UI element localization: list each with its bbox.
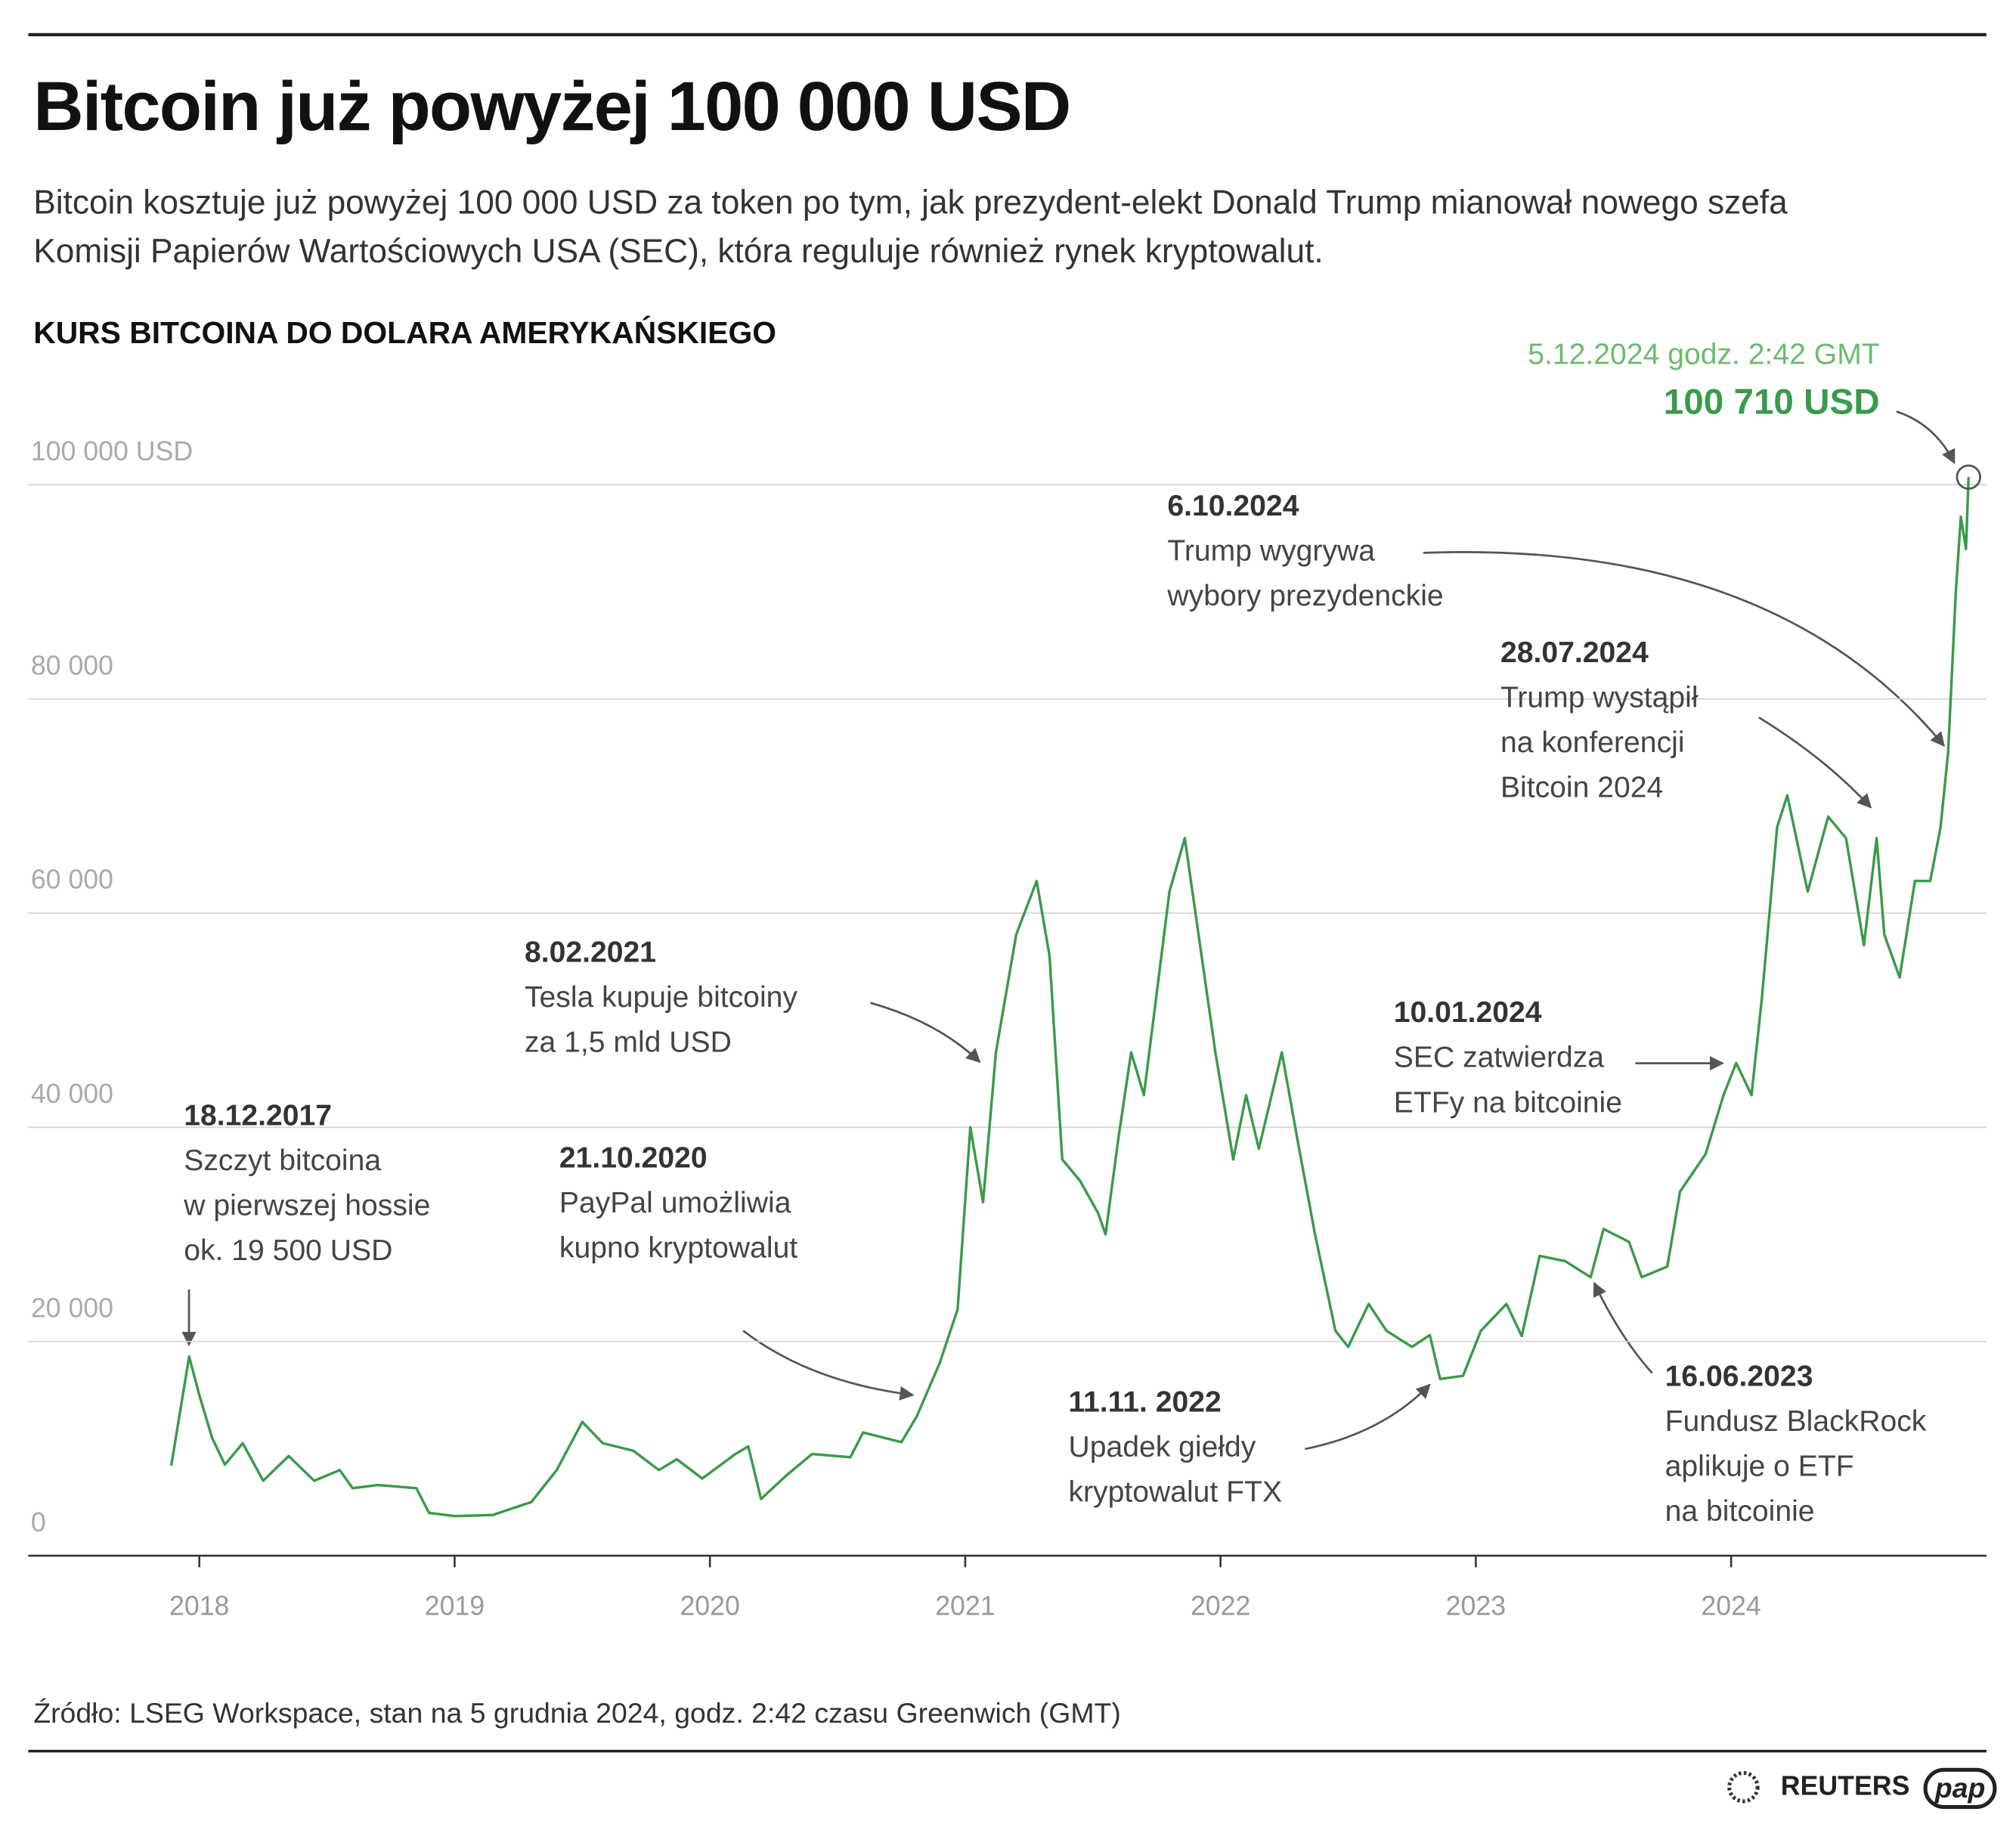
annotation-date: 16.06.2023	[1665, 1358, 1813, 1393]
annotation: 10.01.2024 SEC zatwierdza ETFy na bitcoini…	[1394, 990, 1622, 1126]
annotation-text: na bitcoinie	[1665, 1494, 1815, 1528]
annotation: 6.10.2024 Trump wygrywa wybory prezydencki…	[1167, 484, 1443, 619]
arrow	[1305, 1383, 1431, 1451]
annotation-text: Fundusz BlackRock	[1665, 1404, 1927, 1438]
logo: REUTERS	[1780, 1771, 1910, 1801]
annotation-text: ok. 19 500 USD	[184, 1233, 393, 1267]
annotation-text: Bitcoin 2024	[1500, 770, 1664, 804]
logo: pap	[1923, 1767, 1997, 1810]
x-tick-label: 2019	[425, 1590, 485, 1621]
annotation-text: Trump wygrywa	[1167, 533, 1376, 568]
annotation-date: 28.07.2024	[1500, 635, 1649, 669]
y-tick-label: 80 000	[31, 650, 113, 680]
arrow	[870, 1002, 981, 1064]
annotation-text: aplikuje o ETF	[1665, 1448, 1854, 1483]
source: Źródło: LSEG Workspace, stan na 5 grudni…	[33, 1697, 1121, 1729]
chart-title: KURS BITCOINA DO DOLARA AMERYKAŃSKIEGO	[33, 316, 776, 351]
peak-marker	[1956, 464, 1981, 490]
x-tick-label: 2021	[935, 1590, 995, 1621]
y-tick-label: 40 000	[31, 1079, 113, 1109]
x-tick-label: 2020	[680, 1590, 739, 1621]
annotation: 16.06.2023 Fundusz BlackRock aplikuje o ET…	[1665, 1354, 1927, 1534]
annotation-text: kupno kryptowalut	[559, 1230, 798, 1264]
y-tick-label: 0	[31, 1507, 46, 1537]
annotation-text: w pierwszej hossie	[184, 1188, 431, 1222]
subtitle: Bitcoin kosztuje już powyżej 100 000 USD…	[33, 182, 1788, 271]
y-tick-label: 20 000	[31, 1293, 113, 1323]
annotation-date: 8.02.2021	[524, 934, 657, 968]
price-line	[169, 477, 1970, 1518]
annotation-text: SEC zatwierdza	[1393, 1040, 1605, 1074]
annotation-text: kryptowalut FTX	[1068, 1474, 1283, 1509]
peak-date: 5.12.2024 godz. 2:42 GMT	[1528, 336, 1880, 370]
annotation-text: na konferencji	[1500, 725, 1685, 759]
y-tick-label: 100 000 USD	[31, 436, 193, 466]
annotation-date: 6.10.2024	[1167, 488, 1299, 522]
annotation-text: Szczyt bitcoina	[184, 1143, 382, 1177]
y-tick-label: 60 000	[31, 865, 113, 895]
x-tick-label: 2024	[1701, 1590, 1761, 1621]
annotation: 21.10.2020 PayPal umożliwia kupno kryptowa…	[559, 1135, 797, 1271]
annotation-text: Upadek giełdy	[1068, 1429, 1256, 1463]
annotation-text: ETFy na bitcoinie	[1393, 1085, 1623, 1119]
annotation: 28.07.2024 Trump wystąpił na konferencji Bi…	[1500, 630, 1699, 810]
annotation-date: 18.12.2017	[184, 1098, 333, 1132]
annotation-text: PayPal umożliwia	[559, 1185, 791, 1219]
annotation-text: Trump wystąpił	[1500, 680, 1699, 714]
arrow	[1423, 551, 1945, 747]
annotation-text: wybory prezydenckie	[1167, 578, 1444, 612]
annotation-date: 11.11. 2022	[1068, 1384, 1222, 1419]
annotation-text: Tesla kupuje bitcoiny	[524, 980, 797, 1014]
x-tick-label: 2022	[1191, 1590, 1250, 1621]
arrow	[1896, 410, 1956, 465]
arrow	[1593, 1281, 1653, 1374]
annotation-date: 10.01.2024	[1393, 995, 1542, 1029]
annotation: 8.02.2021 Tesla kupuje bitcoiny za 1,5 mld…	[525, 930, 797, 1065]
x-tick-label: 2023	[1446, 1590, 1506, 1621]
peak-value-label: 100 710 USD	[1663, 382, 1880, 422]
annotation-date: 21.10.2020	[559, 1140, 708, 1174]
arrow	[1758, 716, 1872, 809]
annotation: 11.11. 2022 Upadek giełdy kryptowalut FTX	[1068, 1380, 1282, 1515]
x-tick-label: 2018	[169, 1590, 229, 1621]
annotation-text: za 1,5 mld USD	[524, 1024, 732, 1058]
annotation: 18.12.2017 Szczyt bitcoina w pierwszej hos…	[184, 1093, 430, 1273]
logo-mark	[1727, 1770, 1760, 1804]
arrow	[742, 1330, 915, 1401]
title: Bitcoin już powyżej 100 000 USD	[33, 68, 1071, 146]
